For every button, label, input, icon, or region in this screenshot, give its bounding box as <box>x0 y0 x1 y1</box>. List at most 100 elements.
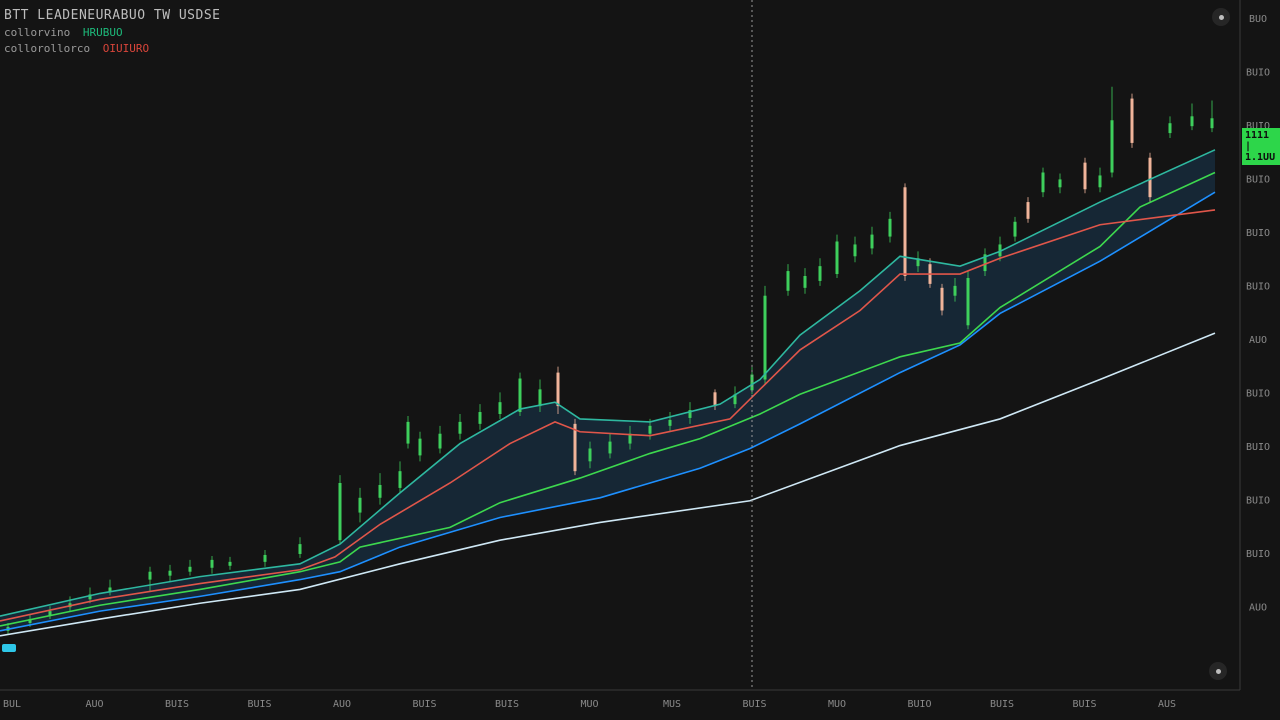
candle-body <box>763 295 767 380</box>
series-line-2 <box>0 191 1216 632</box>
y-tick-label: BUIO <box>1246 228 1270 239</box>
chart-legend: BTT LEADENEURABUO TW USDSE collorvino HR… <box>4 8 221 55</box>
x-tick-label: MUO <box>828 699 846 710</box>
candle-body <box>1083 162 1087 190</box>
candle-body <box>263 554 267 562</box>
candle-body <box>648 425 652 434</box>
candle-body <box>835 241 839 275</box>
y-tick-label: AUO <box>1249 335 1267 346</box>
x-tick-label: BUIS <box>412 699 436 710</box>
candle-body <box>713 392 717 407</box>
x-tick-label: BUIS <box>165 699 189 710</box>
series-line-4 <box>0 209 1216 622</box>
candle-body <box>668 419 672 426</box>
candle-body <box>608 441 612 454</box>
settings-button[interactable] <box>1212 8 1230 26</box>
candle-body <box>1168 123 1172 134</box>
x-tick-label: BUIS <box>247 699 271 710</box>
candle-body <box>870 234 874 249</box>
x-tick-label: BUIO <box>907 699 931 710</box>
candle-body <box>1041 172 1045 193</box>
legend-value-1: HRUBUO <box>82 26 123 39</box>
indicator-band <box>0 149 1215 631</box>
candle-body <box>966 277 970 326</box>
candle-body <box>786 271 790 291</box>
y-tick-label: BUIO <box>1246 442 1270 453</box>
candle-body <box>803 276 807 288</box>
settings-dot-icon <box>1218 14 1224 20</box>
x-tick-label: MUS <box>663 699 681 710</box>
candle-body <box>1098 175 1102 188</box>
candle-body <box>1110 120 1114 173</box>
candle-body <box>188 566 192 572</box>
candle-body <box>818 266 822 281</box>
x-tick-label: BUL <box>3 699 21 710</box>
candle-body <box>916 258 920 267</box>
legend-value-2: OIUIURO <box>102 42 150 55</box>
y-tick-label: BUIO <box>1246 175 1270 186</box>
candle-body <box>458 421 462 434</box>
y-tick-label: BUIO <box>1246 549 1270 560</box>
legend-label-1: collorvino <box>4 26 71 39</box>
candle-body <box>518 378 522 413</box>
candle-body <box>88 594 92 600</box>
candle-body <box>628 433 632 444</box>
last-price-tag: 1111 | 1.1UU <box>1242 128 1280 165</box>
candle-body <box>478 412 482 424</box>
candle-body <box>1013 221 1017 237</box>
y-tick-label: AUO <box>1249 603 1267 614</box>
x-tick-label: MUO <box>580 699 598 710</box>
candle-body <box>983 254 987 272</box>
chart-title: BTT LEADENEURABUO TW USDSE <box>4 8 221 23</box>
auto-scale-button[interactable] <box>1209 662 1227 680</box>
candle-body <box>733 394 737 405</box>
x-tick-label: BUIS <box>1072 699 1096 710</box>
x-tick-label: AUS <box>1158 699 1176 710</box>
candle-body <box>438 433 442 449</box>
candle-body <box>168 570 172 576</box>
candle-body <box>406 421 410 444</box>
candle-body <box>298 544 302 554</box>
y-tick-label: BUIO <box>1246 121 1270 132</box>
candle-body <box>1130 98 1134 143</box>
y-tick-label: BUIO <box>1246 68 1270 79</box>
candle-body <box>498 402 502 414</box>
candle-body <box>210 559 214 568</box>
legend-label-2: collorollorco <box>4 42 91 55</box>
candle-body <box>556 372 560 407</box>
candle-body <box>378 484 382 498</box>
candle-body <box>1026 202 1030 219</box>
candle-body <box>228 561 232 566</box>
candle-body <box>418 438 422 456</box>
candle-body <box>48 611 52 616</box>
y-tick-label: BUIO <box>1246 282 1270 293</box>
series-line-5 <box>0 149 1216 617</box>
x-tick-label: BUIS <box>742 699 766 710</box>
candle-body <box>573 423 577 472</box>
series-line-1 <box>0 332 1216 637</box>
start-marker <box>2 644 16 652</box>
candle-body <box>750 374 754 391</box>
candle-body <box>903 187 907 276</box>
legend-row-1[interactable]: collorvino HRUBUO <box>4 26 221 39</box>
candle-body <box>1210 118 1214 129</box>
candle-body <box>940 287 944 311</box>
candle-body <box>888 218 892 237</box>
candle-body <box>108 587 112 592</box>
candle-body <box>998 244 1002 257</box>
candle-body <box>28 619 32 623</box>
candle-body <box>338 483 342 541</box>
x-tick-label: BUIS <box>495 699 519 710</box>
series-line-3 <box>0 171 1216 627</box>
candle-body <box>358 497 362 513</box>
y-tick-label: BUO <box>1249 14 1267 25</box>
x-tick-label: BUIS <box>990 699 1014 710</box>
y-tick-label: BUIO <box>1246 389 1270 400</box>
candle-body <box>953 285 957 296</box>
legend-row-2[interactable]: collorollorco OIUIURO <box>4 42 221 55</box>
candle-body <box>588 448 592 462</box>
candle-body <box>148 571 152 580</box>
auto-scale-dot-icon <box>1215 668 1221 674</box>
